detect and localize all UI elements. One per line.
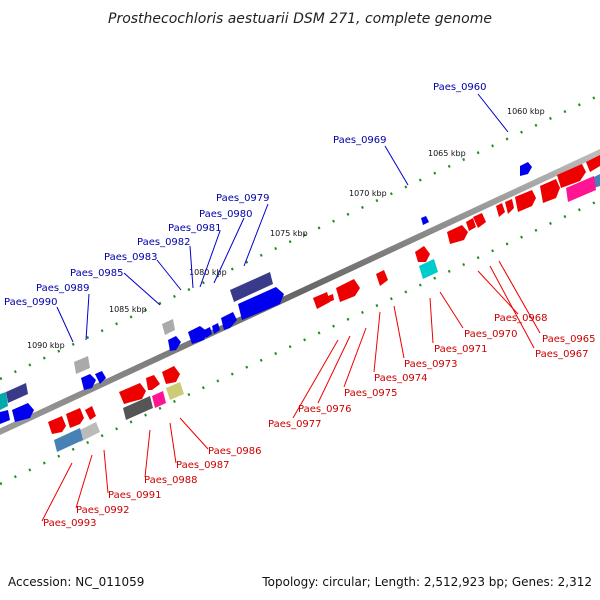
gene-label-paes-0985: Paes_0985 <box>70 268 124 279</box>
reverse-gene-labels: Paes_0965 Paes_0967 Paes_0968 Paes_0970 … <box>43 313 596 529</box>
gene-feature <box>221 312 237 330</box>
gene-label-paes-0983: Paes_0983 <box>104 252 158 263</box>
gene-label-paes-0967: Paes_0967 <box>535 349 589 360</box>
gene-feature <box>496 203 505 217</box>
gene-feature <box>376 270 388 286</box>
gene-label-paes-0970: Paes_0970 <box>464 329 518 340</box>
gene-feature <box>119 383 146 404</box>
gene-feature <box>421 216 429 225</box>
gene-feature <box>466 218 476 231</box>
kbp-label-1075: 1075 kbp <box>270 229 308 238</box>
gene-feature <box>0 392 8 410</box>
gene-feature <box>95 371 106 384</box>
gene-feature <box>85 406 96 420</box>
gene-feature <box>162 366 180 384</box>
gene-feature <box>447 225 468 244</box>
forward-callout-lines <box>56 93 509 343</box>
map-title: Prosthecochloris aestuarii DSM 271, comp… <box>108 11 492 27</box>
gene-label-paes-0965: Paes_0965 <box>542 334 596 345</box>
gene-feature <box>166 382 184 400</box>
gene-feature <box>515 190 536 212</box>
gene-label-paes-0979: Paes_0979 <box>216 193 270 204</box>
gene-label-paes-0992: Paes_0992 <box>76 505 130 516</box>
reverse-genes <box>48 155 600 452</box>
gene-label-paes-0969: Paes_0969 <box>333 135 387 146</box>
gene-feature <box>146 375 160 390</box>
kbp-label-1085: 1085 kbp <box>109 305 147 314</box>
gene-feature <box>74 356 90 374</box>
gene-label-paes-0974: Paes_0974 <box>374 373 428 384</box>
gene-feature <box>230 272 273 302</box>
gene-label-paes-0990: Paes_0990 <box>4 297 58 308</box>
minor-tick-track <box>0 198 600 486</box>
gene-feature <box>238 287 284 320</box>
kbp-label-1060: 1060 kbp <box>507 107 545 116</box>
reverse-callout-lines <box>41 260 541 522</box>
gene-label-paes-0991: Paes_0991 <box>108 490 162 501</box>
genome-backbone <box>0 149 600 435</box>
gene-label-paes-0975: Paes_0975 <box>344 388 398 399</box>
gene-feature <box>123 396 153 420</box>
gene-label-paes-0987: Paes_0987 <box>176 460 230 471</box>
gene-label-paes-0973: Paes_0973 <box>404 359 458 370</box>
kbp-label-1090: 1090 kbp <box>27 341 65 350</box>
gene-feature <box>473 213 486 228</box>
forward-genes <box>0 162 532 424</box>
gene-label-paes-0981: Paes_0981 <box>168 223 222 234</box>
gene-label-paes-0993: Paes_0993 <box>43 518 97 529</box>
gene-feature <box>66 408 84 428</box>
gene-feature <box>566 176 596 202</box>
gene-feature <box>313 292 330 309</box>
gene-feature <box>419 259 438 279</box>
gene-feature <box>505 199 514 214</box>
gene-label-paes-0980: Paes_0980 <box>199 209 253 220</box>
gene-feature <box>328 294 334 302</box>
genome-summary-text: Topology: circular; Length: 2,512,923 bp… <box>261 575 592 589</box>
gene-feature <box>48 416 66 434</box>
gene-feature <box>12 403 34 422</box>
gene-feature <box>6 383 28 403</box>
gene-label-paes-0971: Paes_0971 <box>434 344 488 355</box>
gene-feature <box>415 246 430 262</box>
gene-feature <box>586 155 600 172</box>
gene-feature <box>81 374 96 390</box>
gene-feature <box>152 391 166 408</box>
gene-label-paes-0960: Paes_0960 <box>433 82 487 93</box>
accession-text: Accession: NC_011059 <box>8 575 144 589</box>
gene-feature <box>557 164 586 188</box>
gene-label-paes-0982: Paes_0982 <box>137 237 191 248</box>
gene-feature <box>540 179 560 203</box>
kbp-label-1080: 1080 kbp <box>189 268 227 277</box>
gene-feature <box>0 410 10 424</box>
forward-gene-labels: Paes_0960 Paes_0969 Paes_0979 Paes_0980 … <box>4 82 487 308</box>
kbp-label-1070: 1070 kbp <box>349 189 387 198</box>
gene-label-paes-0968: Paes_0968 <box>494 313 548 324</box>
gene-feature <box>336 279 360 302</box>
kbp-label-1065: 1065 kbp <box>428 149 466 158</box>
gene-feature <box>54 428 83 452</box>
gene-label-paes-0976: Paes_0976 <box>298 404 352 415</box>
gene-label-paes-0986: Paes_0986 <box>208 446 262 457</box>
gene-feature <box>212 323 220 334</box>
gene-feature <box>162 319 175 335</box>
gene-feature <box>520 162 532 176</box>
gene-label-paes-0989: Paes_0989 <box>36 283 90 294</box>
gene-label-paes-0977: Paes_0977 <box>268 419 322 430</box>
gene-label-paes-0988: Paes_0988 <box>144 475 198 486</box>
kbp-labels: 1060 kbp 1065 kbp 1070 kbp 1075 kbp 1080… <box>27 107 545 350</box>
gene-feature <box>188 326 208 344</box>
gene-feature <box>168 336 181 351</box>
